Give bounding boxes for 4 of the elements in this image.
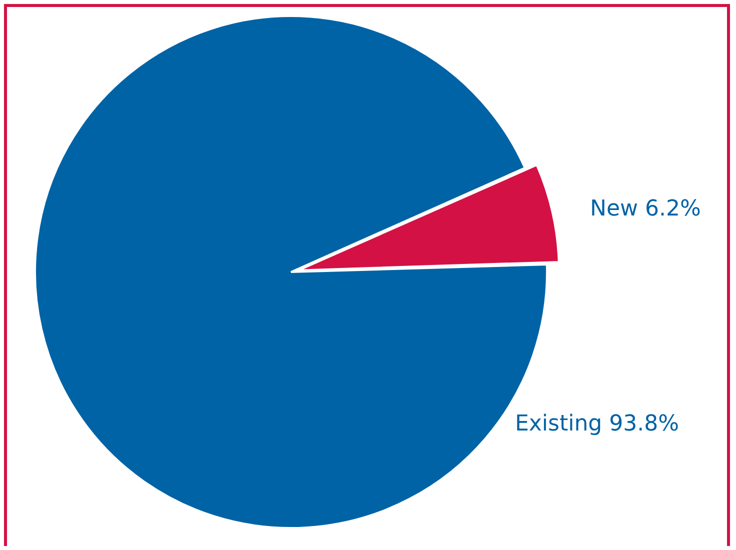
data-label: 6.2% [644,196,701,222]
slice-label: New [590,196,645,222]
data-label: 93.8% [609,412,680,437]
slice-label: Existing [515,412,610,437]
